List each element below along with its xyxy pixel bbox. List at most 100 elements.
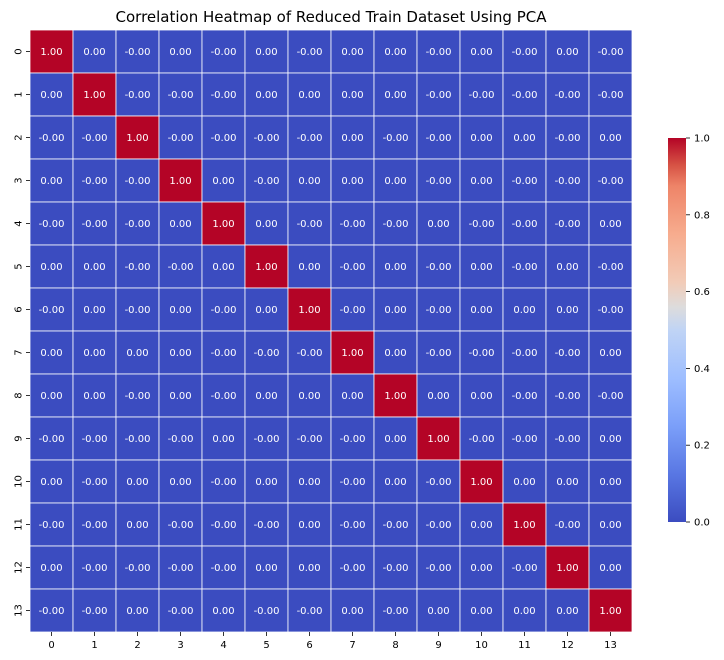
heatmap-cell [244, 29, 289, 74]
heatmap-cell [588, 115, 633, 160]
heatmap-cell [158, 545, 203, 590]
cell-label: -0.00 [340, 434, 366, 445]
heatmap-cell [115, 287, 160, 332]
cell-label: -0.00 [82, 520, 108, 531]
heatmap-cell [545, 287, 590, 332]
heatmap-cell [373, 588, 418, 633]
heatmap-cell [330, 459, 375, 504]
cell-label: 0.00 [83, 47, 105, 58]
heatmap-cell [416, 29, 461, 74]
heatmap-cell [201, 72, 246, 117]
chart-title: Correlation Heatmap of Reduced Train Dat… [116, 8, 548, 26]
cell-label: 0.00 [126, 477, 148, 488]
heatmap-cell [72, 502, 117, 547]
cell-label: -0.00 [125, 434, 151, 445]
heatmap-cell [588, 545, 633, 590]
cell-label: -0.00 [125, 305, 151, 316]
cell-label: 0.00 [341, 90, 363, 101]
heatmap-cell [545, 416, 590, 461]
heatmap-cell [545, 545, 590, 590]
y-tick-label: 4 [14, 220, 25, 226]
colorbar-tick-label: 0.2 [694, 441, 710, 452]
cell-label: -0.00 [383, 219, 409, 230]
cell-label: -0.00 [598, 176, 624, 187]
y-tick-label: 8 [14, 392, 25, 398]
heatmap-cell [502, 416, 547, 461]
cell-label: -0.00 [82, 176, 108, 187]
heatmap-cell [416, 459, 461, 504]
heatmap-cell [201, 158, 246, 203]
heatmap-cell [588, 158, 633, 203]
heatmap-cell [287, 545, 332, 590]
cell-label: 1.00 [556, 563, 578, 574]
heatmap-cell [158, 330, 203, 375]
cell-label: -0.00 [211, 563, 237, 574]
heatmap-cell [29, 287, 74, 332]
heatmap-cell [502, 29, 547, 74]
heatmap-cell [545, 502, 590, 547]
cell-label: -0.00 [168, 133, 194, 144]
cell-label: 0.00 [169, 219, 191, 230]
cell-label: 0.00 [470, 606, 492, 617]
colorbar-tick-label: 0.6 [694, 287, 710, 298]
cell-label: -0.00 [82, 133, 108, 144]
cell-label: -0.00 [168, 262, 194, 273]
heatmap-cell [416, 373, 461, 418]
cell-label: -0.00 [512, 262, 538, 273]
x-axis-ticks: 0 1 2 3 4 5 6 7 8 9 10 11 12 13 [48, 632, 617, 651]
cell-label: 0.00 [384, 176, 406, 187]
heatmap-cell [459, 588, 504, 633]
y-tick-label: 10 [14, 475, 25, 488]
cell-label: 1.00 [255, 262, 277, 273]
cell-label: -0.00 [125, 219, 151, 230]
heatmap-cell [115, 158, 160, 203]
heatmap-cell [373, 502, 418, 547]
colorbar-tick-label: 1.0 [694, 134, 710, 145]
cell-label: -0.00 [598, 305, 624, 316]
heatmap-cell [72, 72, 117, 117]
cell-label: -0.00 [555, 520, 581, 531]
cell-label: 0.00 [470, 176, 492, 187]
heatmap-cell [330, 158, 375, 203]
heatmap-cell [416, 201, 461, 246]
heatmap-cell [244, 244, 289, 289]
cell-label: -0.00 [426, 90, 452, 101]
heatmap-cell [201, 201, 246, 246]
heatmap-cell [115, 29, 160, 74]
cell-label: 0.00 [470, 133, 492, 144]
heatmap-cell [244, 588, 289, 633]
cell-label: -0.00 [383, 606, 409, 617]
cell-label: -0.00 [82, 219, 108, 230]
cell-label: -0.00 [125, 47, 151, 58]
cell-label: 0.00 [83, 262, 105, 273]
cell-label: -0.00 [598, 47, 624, 58]
cell-label: -0.00 [426, 348, 452, 359]
cell-label: 0.00 [40, 391, 62, 402]
heatmap-cell [588, 201, 633, 246]
cell-label: 0.00 [513, 477, 535, 488]
cell-label: 0.00 [556, 47, 578, 58]
cell-label: 1.00 [513, 520, 535, 531]
cell-label: -0.00 [211, 391, 237, 402]
heatmap-cell [373, 244, 418, 289]
cell-label: -0.00 [211, 90, 237, 101]
cell-label: 0.00 [427, 606, 449, 617]
cell-label: -0.00 [598, 90, 624, 101]
heatmap-cell [287, 244, 332, 289]
cell-label: 0.00 [212, 606, 234, 617]
cell-label: 0.00 [513, 305, 535, 316]
cell-label: 0.00 [470, 520, 492, 531]
cell-label: 0.00 [341, 391, 363, 402]
x-tick-label: 2 [134, 640, 140, 651]
heatmap-cell [244, 330, 289, 375]
cell-label: 0.00 [427, 391, 449, 402]
cell-label: -0.00 [254, 176, 280, 187]
cell-label: 0.00 [470, 262, 492, 273]
cell-label: -0.00 [297, 348, 323, 359]
cell-label: 1.00 [169, 176, 191, 187]
x-tick-label: 1 [91, 640, 97, 651]
cell-label: 1.00 [341, 348, 363, 359]
cell-label: -0.00 [426, 563, 452, 574]
heatmap-cell [416, 330, 461, 375]
